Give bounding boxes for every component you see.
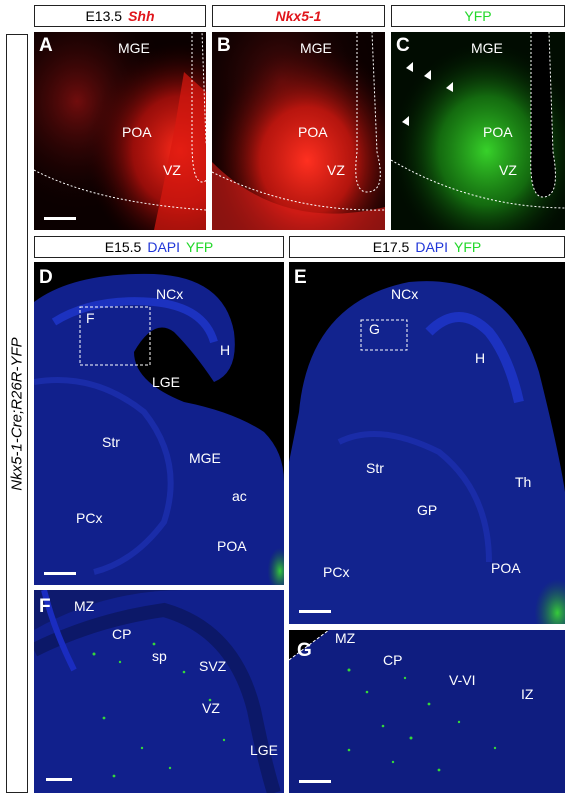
panel-f-lge-label: LGE [250,742,279,758]
header-d-dapi: DAPI [147,239,181,255]
panel-a-poa-label: POA [122,124,152,140]
panel-f: F MZ CP sp SVZ VZ LGE [34,590,284,793]
header-b: Nkx5-1 [212,5,385,27]
panel-g: G MZ CP V-VI IZ [289,630,565,793]
panel-b-poa-label: POA [298,124,328,140]
header-b-gene: Nkx5-1 [275,8,322,24]
panel-e-gp-label: GP [417,502,438,518]
panel-f-image [34,590,284,793]
panel-b-letter: B [217,35,231,56]
panel-e-str-label: Str [366,460,384,476]
header-d: E15.5 DAPI YFP [34,236,284,258]
panel-e: E G NCx H Str Th GP PCx POA [289,262,565,624]
panel-f-letter: F [39,596,51,617]
genotype-sidebar: Nkx5-1-Cre;R26R-YFP [6,34,28,793]
header-a-gene: Shh [128,8,155,24]
panel-b-vz-label: VZ [327,162,345,178]
panel-e-ncx-label: NCx [391,286,419,302]
panel-a-scale-bar [44,217,76,220]
panel-d-inset-label: F [86,310,95,326]
header-d-yfp: YFP [186,239,214,255]
panel-c-poa-label: POA [483,124,513,140]
panel-b: B MGE POA VZ [212,32,385,230]
panel-b-image [212,32,385,230]
panel-d-str-label: Str [102,434,120,450]
panel-f-scale-bar [46,778,72,781]
arrowhead-icon [424,70,431,80]
panel-d-poa-label: POA [217,538,247,554]
panel-c-letter: C [396,35,410,56]
header-c: YFP [391,5,565,27]
panel-e-letter: E [294,267,307,288]
panel-g-iz-label: IZ [521,686,534,702]
header-e-dapi: DAPI [415,239,449,255]
panel-a-image [34,32,206,230]
panel-d-ncx-label: NCx [156,286,184,302]
panel-a-letter: A [39,35,53,56]
panel-e-th-label: Th [515,474,532,490]
panel-g-mz-label: MZ [335,630,356,646]
arrowhead-icon [446,82,453,92]
panel-d-lge-label: LGE [152,374,181,390]
panel-c: C MGE POA VZ [391,32,565,230]
panel-b-mge-label: MGE [300,40,332,56]
header-d-age: E15.5 [104,239,142,255]
panel-d-mge-label: MGE [189,450,221,466]
header-a: E13.5 Shh [34,5,206,27]
panel-e-scale-bar [299,610,331,613]
panel-e-image [289,262,565,624]
panel-e-inset-label: G [369,321,380,337]
panel-c-vz-label: VZ [499,162,517,178]
panel-f-vz-label: VZ [202,700,220,716]
panel-e-h-label: H [475,350,486,366]
panel-f-cp-label: CP [112,626,132,642]
header-e-age: E17.5 [372,239,410,255]
arrowhead-icon [406,62,413,72]
panel-d: D F NCx H LGE Str MGE ac PCx POA [34,262,284,585]
panel-e-pcx-label: PCx [323,564,350,580]
panel-c-mge-label: MGE [471,40,503,56]
genotype-label: Nkx5-1-Cre;R26R-YFP [8,336,26,491]
panel-d-ac-label: ac [232,488,247,504]
panel-d-image [34,262,284,585]
panel-a-mge-label: MGE [118,40,150,56]
panel-g-vvi-label: V-VI [449,672,476,688]
panel-a-vz-label: VZ [163,162,181,178]
panel-g-image [289,630,565,793]
header-c-marker: YFP [464,8,492,24]
panel-g-letter: G [297,640,312,661]
header-e-yfp: YFP [454,239,482,255]
panel-a: A MGE POA VZ [34,32,206,230]
panel-c-image [391,32,565,230]
panel-g-cp-label: CP [383,652,403,668]
panel-f-svz-label: SVZ [199,658,227,674]
panel-e-poa-label: POA [491,560,521,576]
panel-d-pcx-label: PCx [76,510,103,526]
panel-f-mz-label: MZ [74,598,95,614]
panel-d-scale-bar [44,572,76,575]
header-e: E17.5 DAPI YFP [289,236,565,258]
panel-g-scale-bar [299,780,331,783]
panel-d-letter: D [39,267,53,288]
arrowhead-icon [402,116,409,126]
header-a-age: E13.5 [85,8,123,24]
panel-d-h-label: H [220,342,231,358]
panel-f-sp-label: sp [152,648,167,664]
